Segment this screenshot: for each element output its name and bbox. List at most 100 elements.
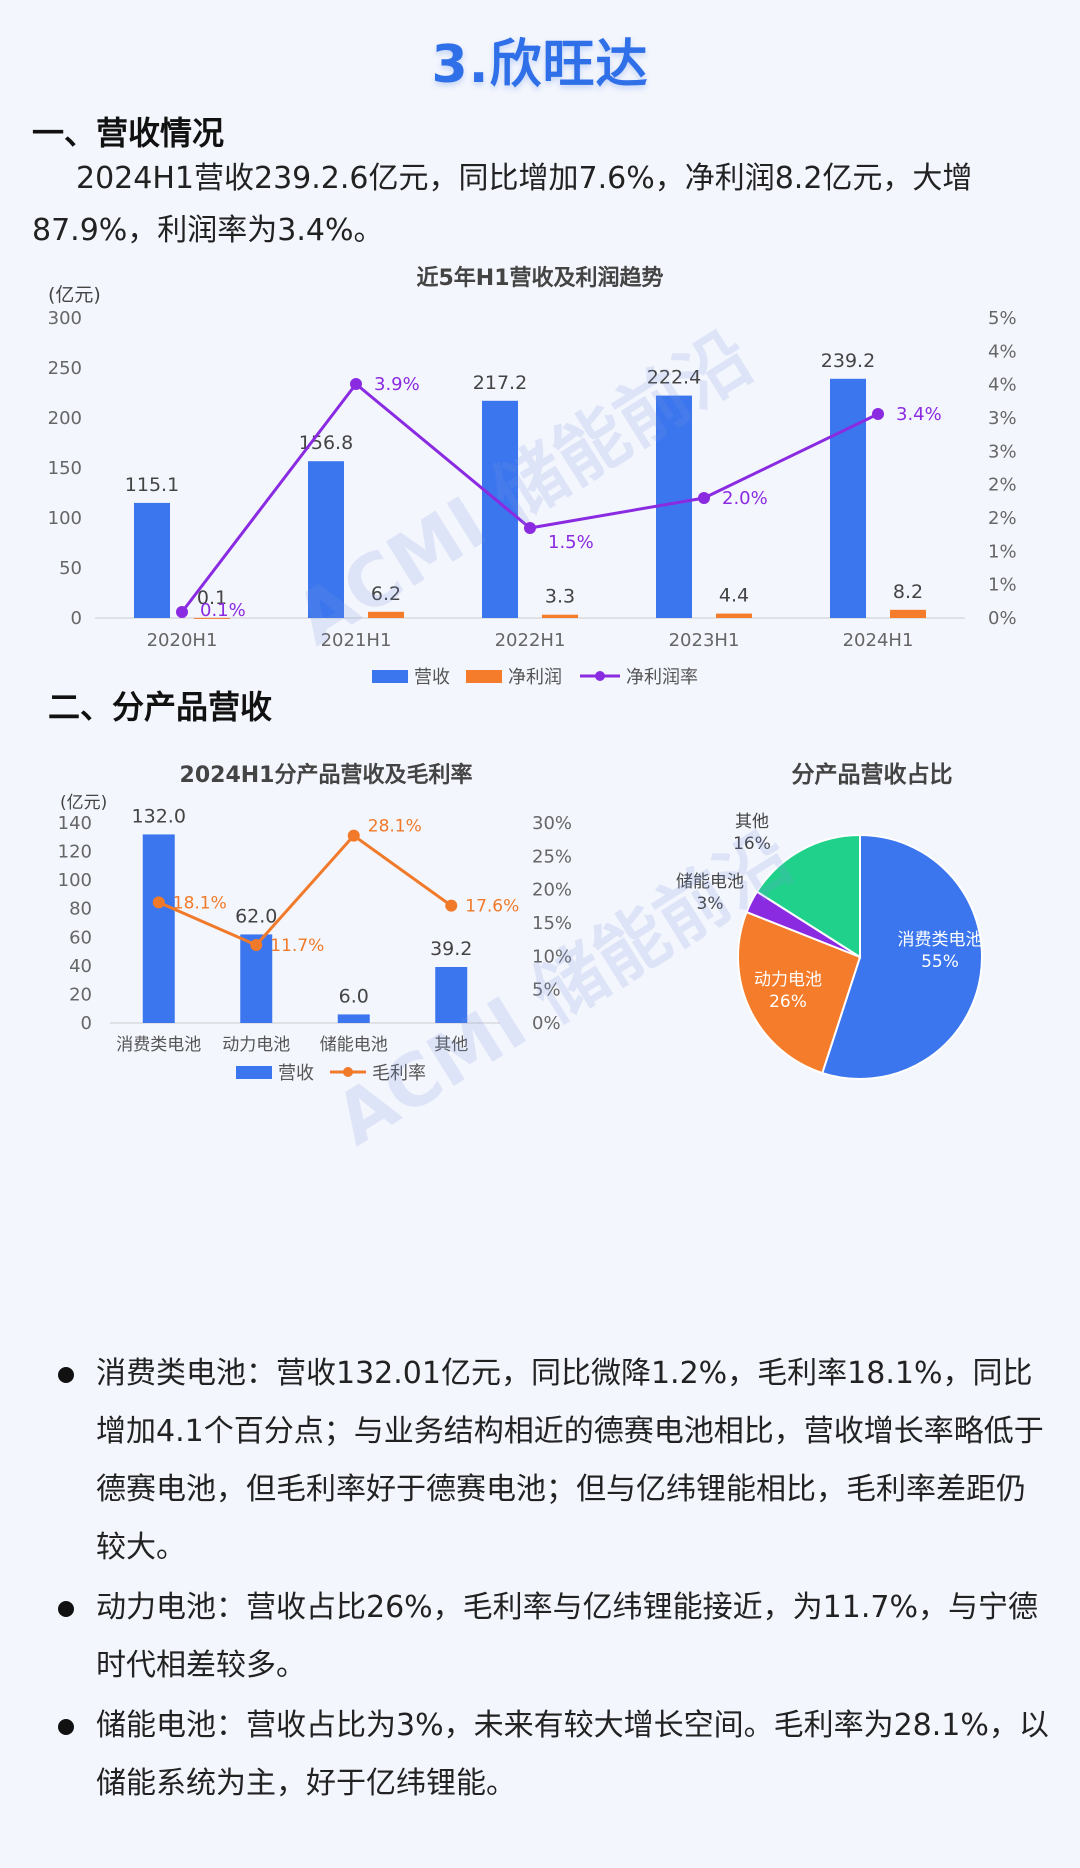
gross-margin-line xyxy=(158,833,453,947)
y2-tick-label: 4% xyxy=(988,341,1017,362)
profit-bar xyxy=(368,611,404,618)
pie-slice-label: 3% xyxy=(697,894,724,914)
legend-swatch-margin-dot xyxy=(595,671,605,681)
pie-slice-name: 储能电池 xyxy=(676,872,744,892)
margin-data-label: 1.5% xyxy=(548,532,594,553)
x-tick-label: 2024H1 xyxy=(843,630,914,651)
profit-bar xyxy=(890,609,926,618)
profit-data-label: 8.2 xyxy=(893,581,923,603)
y2-tick-label: 15% xyxy=(532,913,572,934)
y-tick-label: 40 xyxy=(69,956,92,977)
x-tick-label: 储能电池 xyxy=(320,1035,388,1055)
margin-point xyxy=(176,606,188,618)
legend-label: 毛利率 xyxy=(372,1063,426,1084)
y-tick-label: 60 xyxy=(69,927,92,948)
y-tick-label: 300 xyxy=(48,308,82,329)
y2-tick-label: 5% xyxy=(532,980,561,1001)
revenue-data-label: 217.2 xyxy=(473,372,527,394)
revenue-bar xyxy=(482,400,518,618)
revenue-bar xyxy=(337,1014,370,1023)
revenue-bar xyxy=(435,967,468,1023)
profit-data-label: 3.3 xyxy=(545,586,575,608)
legend-label: 营收 xyxy=(414,667,450,688)
y-axis-unit: (亿元) xyxy=(60,793,107,813)
x-tick-label: 动力电池 xyxy=(222,1035,290,1055)
revenue-data-label: 222.4 xyxy=(647,367,701,389)
revenue-data-label: 239.2 xyxy=(821,350,875,372)
revenue-data-label: 6.0 xyxy=(339,985,369,1007)
bullet-dot xyxy=(58,1367,74,1383)
margin-point xyxy=(698,492,710,504)
y2-tick-label: 3% xyxy=(988,408,1017,429)
pie-slice xyxy=(737,910,862,1075)
bullet-text: 消费类电池：营收132.01亿元，同比微降1.2%，毛利率18.1%，同比增加4… xyxy=(96,1356,1044,1565)
chart-title: 近5年H1营收及利润趋势 xyxy=(416,265,663,291)
pie-slice-name: 消费类电池 xyxy=(898,930,983,950)
margin-point xyxy=(524,522,536,534)
bullet-storage: 储能电池：营收占比为3%，未来有较大增长空间。毛利率为28.1%，以储能系统为主… xyxy=(40,1697,1050,1813)
product-revenue-chart: 2024H1分产品营收及毛利率 (亿元) 0 20 40 60 80 100 120 140 0% 5… xyxy=(58,762,572,1084)
profit-bar xyxy=(194,617,230,619)
bullet-consumer: 消费类电池：营收132.01亿元，同比微降1.2%，毛利率18.1%，同比增加4… xyxy=(40,1345,1050,1577)
revenue-bar xyxy=(134,502,170,618)
profit-data-label: 6.2 xyxy=(371,583,401,605)
bullet-list: 消费类电池：营收132.01亿元，同比微降1.2%，毛利率18.1%，同比增加4… xyxy=(40,1345,1050,1815)
y2-tick-label: 25% xyxy=(532,846,572,867)
y-tick-label: 100 xyxy=(58,870,92,891)
y2-tick-label: 2% xyxy=(988,508,1017,529)
legend-label: 净利润率 xyxy=(626,667,698,688)
gross-margin-point xyxy=(445,899,458,912)
revenue-bar xyxy=(142,834,175,1023)
legend-label: 营收 xyxy=(278,1063,314,1084)
bullet-text: 储能电池：营收占比为3%，未来有较大增长空间。毛利率为28.1%，以储能系统为主… xyxy=(96,1708,1049,1801)
section-heading-revenue: 一、营收情况 xyxy=(32,114,225,152)
y-tick-label: 0 xyxy=(81,1013,92,1034)
revenue-data-label: 132.0 xyxy=(132,805,186,827)
revenue-summary-line1: 2024H1营收239.2.6亿元，同比增加7.6%，净利润8.2亿元，大增 xyxy=(76,161,973,196)
x-tick-label: 其他 xyxy=(434,1035,468,1055)
page-title: 3.欣旺达 xyxy=(431,35,649,95)
gross-margin-data-label: 11.7% xyxy=(270,936,324,956)
margin-data-label: 3.9% xyxy=(374,374,420,395)
bullet-power: 动力电池：营收占比26%，毛利率与亿纬锂能接近，为11.7%，与宁德时代相差较多… xyxy=(40,1579,1050,1695)
y-tick-label: 50 xyxy=(59,558,82,579)
pie-slice xyxy=(821,833,983,1080)
y-tick-label: 80 xyxy=(69,899,92,920)
pie-slice xyxy=(755,833,861,959)
y-tick-label: 0 xyxy=(71,608,82,629)
y-tick-label: 120 xyxy=(58,842,92,863)
legend-swatch-profit xyxy=(466,670,502,683)
y2-tick-label: 30% xyxy=(532,813,572,834)
y2-tick-label: 2% xyxy=(988,475,1017,496)
y2-tick-label: 1% xyxy=(988,575,1017,596)
legend-swatch-revenue xyxy=(372,670,408,683)
gross-margin-point xyxy=(250,939,263,951)
y-axis-unit: (亿元) xyxy=(48,284,101,306)
chart-title: 2024H1分产品营收及毛利率 xyxy=(180,762,473,788)
pie-slice-label: 26% xyxy=(769,992,807,1012)
section-heading-products: 二、分产品营收 xyxy=(48,688,273,726)
revenue-data-label: 62.0 xyxy=(235,905,277,927)
profit-bar xyxy=(716,613,752,618)
x-tick-label: 2022H1 xyxy=(495,630,566,651)
y-tick-label: 140 xyxy=(58,813,92,834)
revenue-summary-line2: 87.9%，利润率为3.4%。 xyxy=(32,213,384,248)
revenue-data-label: 156.8 xyxy=(299,432,353,454)
y2-tick-label: 5% xyxy=(988,308,1017,329)
margin-data-label: 3.4% xyxy=(896,404,942,425)
x-tick-label: 2020H1 xyxy=(147,630,218,651)
legend-label: 净利润 xyxy=(508,667,562,688)
profit-data-label: 4.4 xyxy=(719,585,749,607)
margin-data-label: 2.0% xyxy=(722,488,768,509)
y2-tick-label: 20% xyxy=(532,880,572,901)
y-tick-label: 250 xyxy=(48,358,82,379)
revenue-data-label: 39.2 xyxy=(430,938,472,960)
y-tick-label: 150 xyxy=(48,458,82,479)
y2-tick-label: 4% xyxy=(988,375,1017,396)
gross-margin-point xyxy=(347,829,360,842)
bullet-text: 动力电池：营收占比26%，毛利率与亿纬锂能接近，为11.7%，与宁德时代相差较多… xyxy=(96,1590,1038,1683)
legend-swatch-gross-dot xyxy=(343,1067,353,1077)
y2-tick-label: 1% xyxy=(988,541,1017,562)
y2-tick-label: 0% xyxy=(532,1013,561,1034)
